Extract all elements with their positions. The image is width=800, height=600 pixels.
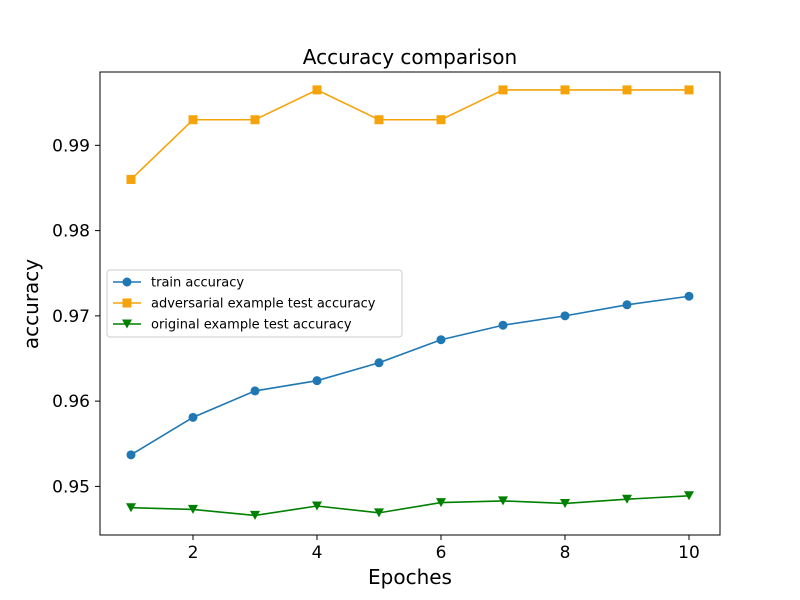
y-axis-label: accuracy (19, 259, 43, 349)
data-point (312, 85, 322, 95)
legend-marker (122, 277, 132, 287)
legend-marker (122, 298, 132, 308)
x-tick-label: 8 (560, 543, 571, 563)
legend-label: adversarial example test accuracy (151, 297, 376, 312)
data-point (498, 85, 508, 95)
x-axis-ticks: 2 4 6 8 10 (188, 535, 700, 563)
data-point (126, 503, 136, 513)
legend-label: original example test accuracy (151, 318, 352, 333)
data-point (436, 335, 446, 345)
data-point (498, 320, 508, 330)
x-tick-label: 2 (188, 543, 199, 563)
legend-item: train accuracy (113, 276, 244, 291)
y-tick-label: 0.96 (52, 392, 90, 412)
x-tick-label: 4 (312, 543, 323, 563)
data-point (436, 498, 446, 508)
data-point (126, 450, 136, 460)
series-2 (126, 85, 694, 184)
legend-marker (122, 319, 132, 329)
legend-label: train accuracy (151, 276, 244, 291)
data-point (188, 412, 198, 422)
data-point (622, 300, 632, 310)
series-1 (126, 291, 694, 460)
legend: train accuracy adversarial example test a… (106, 269, 403, 338)
data-point (188, 115, 198, 125)
x-tick-label: 6 (436, 543, 447, 563)
data-point (374, 358, 384, 368)
legend-item: original example test accuracy (113, 318, 352, 333)
y-tick-label: 0.95 (52, 477, 90, 497)
y-tick-label: 0.97 (52, 307, 90, 327)
data-point (250, 115, 260, 125)
series-line (130, 89, 689, 181)
data-point (560, 311, 570, 321)
data-point (126, 174, 136, 184)
x-axis-label: Epoches (368, 565, 452, 589)
y-tick-label: 0.99 (52, 136, 90, 156)
data-point (374, 508, 384, 518)
data-point (684, 85, 694, 95)
data-point (312, 376, 322, 386)
data-point (560, 85, 570, 95)
data-point (312, 501, 322, 511)
data-point (622, 494, 632, 504)
series-3 (126, 491, 694, 520)
series-line (130, 295, 690, 456)
data-point (188, 504, 198, 514)
data-point (250, 386, 260, 396)
data-point (684, 291, 694, 301)
series-line (130, 494, 690, 517)
data-point (622, 85, 632, 95)
data-point (498, 496, 508, 506)
legend-box (106, 269, 403, 338)
data-point (684, 491, 694, 501)
x-tick-label: 10 (678, 543, 700, 563)
plot-area (126, 85, 694, 520)
data-point (436, 115, 446, 125)
chart-title: Accuracy comparison (303, 45, 517, 69)
legend-item: adversarial example test accuracy (113, 297, 376, 312)
data-point (250, 510, 260, 520)
data-point (560, 498, 570, 508)
data-point (374, 115, 384, 125)
axes-frame (99, 71, 721, 536)
y-axis-ticks: 0.95 0.96 0.97 0.98 0.99 (52, 136, 100, 497)
y-tick-label: 0.98 (52, 222, 90, 242)
